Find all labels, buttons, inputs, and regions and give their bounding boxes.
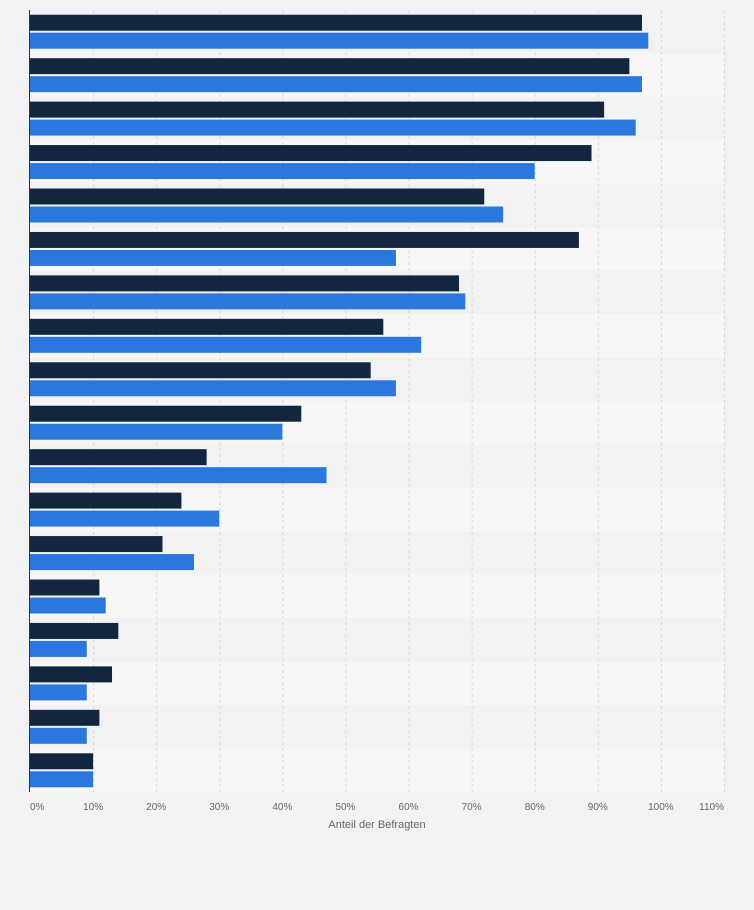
x-tick-label: 100%: [648, 802, 674, 813]
bars: [30, 14, 649, 788]
x-tick-label: 50%: [335, 802, 355, 813]
bar-series-1-row-9: [30, 362, 371, 379]
bar-series-1-row-3: [30, 101, 605, 118]
bar-series-2-row-16: [30, 684, 87, 701]
bar-series-1-row-5: [30, 188, 485, 205]
x-tick-label: 0%: [30, 802, 45, 813]
gridlines: [93, 10, 725, 792]
bar-series-2-row-18: [30, 771, 94, 788]
bar-series-2-row-3: [30, 119, 636, 136]
row-band: [30, 705, 724, 749]
bar-series-2-row-1: [30, 32, 649, 49]
bar-series-2-row-15: [30, 640, 87, 657]
bar-series-1-row-6: [30, 231, 579, 248]
bar-series-1-row-14: [30, 579, 100, 596]
bar-series-1-row-18: [30, 753, 94, 770]
x-tick-label: 40%: [272, 802, 292, 813]
bar-series-2-row-4: [30, 163, 535, 180]
bar-series-2-row-12: [30, 510, 220, 527]
x-tick-labels: 0% 10% 20% 30% 40% 50% 60% 70% 80% 90% 100% 110%: [30, 802, 724, 813]
bar-series-1-row-15: [30, 622, 119, 639]
bar-series-2-row-7: [30, 293, 466, 310]
bar-series-1-row-11: [30, 449, 207, 466]
bar-series-1-row-10: [30, 405, 302, 422]
x-tick-label: 70%: [462, 802, 482, 813]
bar-series-2-row-13: [30, 554, 195, 571]
bar-series-2-row-8: [30, 336, 422, 353]
x-tick-label: 30%: [209, 802, 229, 813]
bar-series-2-row-14: [30, 597, 106, 614]
x-tick-label: 80%: [525, 802, 545, 813]
bar-series-2-row-9: [30, 380, 396, 397]
bar-series-1-row-12: [30, 492, 182, 509]
x-tick-label: 20%: [146, 802, 166, 813]
bar-series-1-row-16: [30, 666, 113, 683]
row-band: [30, 618, 724, 662]
bar-series-1-row-4: [30, 145, 592, 162]
bar-series-2-row-11: [30, 467, 327, 484]
x-tick-label: 90%: [588, 802, 608, 813]
x-tick-label: 60%: [399, 802, 419, 813]
x-tick-label: 10%: [83, 802, 103, 813]
row-band: [30, 661, 724, 706]
bar-series-1-row-13: [30, 536, 163, 553]
bar-series-1-row-7: [30, 275, 460, 292]
bar-series-1-row-8: [30, 318, 384, 335]
x-axis-title: Anteil der Befragten: [328, 819, 425, 831]
bar-series-1-row-17: [30, 709, 100, 726]
bar-series-2-row-2: [30, 76, 642, 93]
x-tick-label: 110%: [699, 802, 724, 813]
bar-series-2-row-17: [30, 727, 87, 744]
bar-series-2-row-6: [30, 249, 396, 266]
bar-series-1-row-1: [30, 14, 642, 31]
row-band: [30, 574, 724, 619]
bar-series-2-row-5: [30, 206, 504, 223]
bar-series-1-row-2: [30, 58, 630, 75]
bar-series-2-row-10: [30, 423, 283, 440]
row-band: [30, 748, 724, 792]
